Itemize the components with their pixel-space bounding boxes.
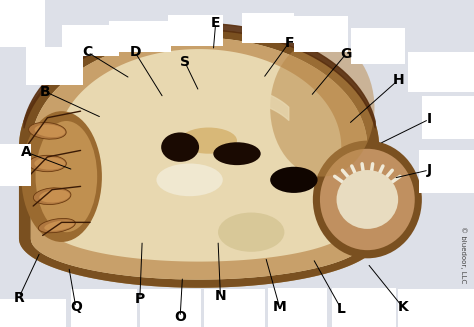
Ellipse shape — [320, 149, 415, 250]
Ellipse shape — [38, 218, 75, 233]
Polygon shape — [19, 29, 379, 288]
Bar — [0, 299, 66, 327]
Ellipse shape — [213, 142, 261, 165]
Text: G: G — [340, 47, 352, 61]
Ellipse shape — [39, 190, 70, 203]
Polygon shape — [47, 49, 351, 262]
Text: D: D — [129, 45, 141, 59]
Ellipse shape — [28, 122, 66, 139]
Text: P: P — [135, 292, 145, 306]
Ellipse shape — [161, 132, 199, 162]
Text: L: L — [337, 302, 346, 316]
Bar — [419, 150, 474, 193]
Bar — [204, 289, 265, 327]
Bar — [140, 289, 201, 327]
Polygon shape — [31, 38, 367, 280]
Bar — [351, 28, 405, 64]
Bar — [168, 15, 223, 46]
Text: Q: Q — [70, 301, 82, 314]
Bar — [422, 96, 474, 139]
Ellipse shape — [21, 111, 102, 242]
Bar — [408, 52, 474, 92]
Text: J: J — [427, 163, 431, 177]
Bar — [398, 289, 474, 327]
Ellipse shape — [180, 128, 237, 154]
Bar — [0, 0, 45, 47]
Text: R: R — [14, 291, 24, 304]
Ellipse shape — [218, 213, 284, 252]
Text: O: O — [174, 310, 186, 324]
Ellipse shape — [270, 167, 318, 193]
Ellipse shape — [33, 188, 71, 205]
Bar — [332, 288, 396, 327]
Ellipse shape — [156, 164, 223, 196]
Text: E: E — [211, 16, 220, 30]
Bar — [268, 288, 327, 327]
Bar — [242, 13, 294, 43]
Ellipse shape — [28, 155, 66, 172]
Bar — [62, 25, 118, 56]
Bar — [71, 289, 137, 327]
Text: © bluedoor, LLC: © bluedoor, LLC — [460, 226, 467, 284]
Ellipse shape — [34, 157, 65, 170]
Ellipse shape — [35, 124, 65, 137]
Text: K: K — [398, 301, 408, 314]
Bar — [26, 47, 83, 85]
Polygon shape — [31, 38, 367, 280]
Text: N: N — [215, 289, 226, 303]
Text: F: F — [284, 36, 294, 49]
Ellipse shape — [44, 220, 74, 231]
Ellipse shape — [337, 170, 398, 229]
Ellipse shape — [313, 141, 422, 258]
Bar — [294, 16, 348, 52]
Polygon shape — [19, 29, 379, 288]
Text: A: A — [21, 145, 31, 159]
Text: C: C — [82, 45, 93, 59]
Bar — [109, 21, 171, 52]
Ellipse shape — [270, 39, 374, 177]
Text: H: H — [392, 73, 404, 87]
Ellipse shape — [36, 121, 97, 232]
Bar — [0, 144, 31, 186]
Text: I: I — [427, 112, 431, 126]
Text: S: S — [180, 55, 190, 69]
Text: M: M — [273, 301, 287, 314]
Text: B: B — [40, 85, 50, 98]
